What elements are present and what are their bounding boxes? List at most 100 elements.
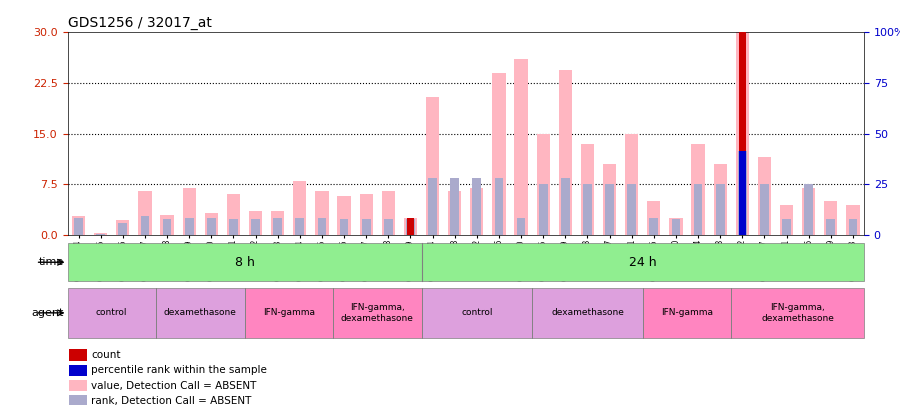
Bar — [647, 201, 661, 235]
Bar — [406, 220, 415, 235]
Bar — [650, 218, 658, 235]
Text: control: control — [461, 308, 492, 318]
Text: IFN-gamma: IFN-gamma — [263, 308, 315, 318]
Bar — [249, 211, 262, 235]
Bar — [245, 288, 333, 338]
Bar — [536, 134, 550, 235]
Text: 24 h: 24 h — [629, 256, 657, 269]
Bar — [846, 205, 860, 235]
Text: count: count — [92, 350, 121, 360]
Bar — [140, 216, 149, 235]
Bar — [339, 220, 348, 235]
Text: IFN-gamma,
dexamethasone: IFN-gamma, dexamethasone — [341, 303, 414, 322]
Bar — [492, 73, 506, 235]
Bar — [782, 220, 791, 235]
Bar — [362, 220, 371, 235]
Bar — [448, 191, 462, 235]
Bar — [69, 365, 86, 376]
Bar — [583, 184, 592, 235]
Text: time: time — [39, 257, 64, 267]
Bar — [470, 188, 483, 235]
Text: GDS1256 / 32017_at: GDS1256 / 32017_at — [68, 16, 211, 30]
Bar — [643, 288, 731, 338]
Bar — [517, 218, 526, 235]
Text: control: control — [96, 308, 128, 318]
Text: rank, Detection Call = ABSENT: rank, Detection Call = ABSENT — [92, 396, 252, 405]
Bar — [428, 177, 436, 235]
Bar — [227, 194, 240, 235]
Bar — [139, 191, 151, 235]
Text: percentile rank within the sample: percentile rank within the sample — [92, 365, 267, 375]
Bar — [318, 218, 327, 235]
Bar — [849, 220, 858, 235]
Bar — [694, 184, 702, 235]
Bar — [74, 218, 83, 235]
Text: dexamethasone: dexamethasone — [164, 308, 237, 318]
Bar — [119, 223, 127, 235]
Bar — [539, 184, 547, 235]
Bar — [625, 134, 638, 235]
Bar — [802, 188, 815, 235]
Bar — [627, 184, 636, 235]
Bar — [116, 220, 130, 235]
Bar — [338, 196, 351, 235]
Bar — [731, 288, 864, 338]
Bar — [580, 144, 594, 235]
Bar — [68, 243, 421, 281]
Bar — [69, 395, 86, 405]
Bar — [274, 218, 282, 235]
Bar — [183, 188, 196, 235]
Bar — [561, 177, 570, 235]
Bar — [603, 164, 616, 235]
Bar — [760, 184, 769, 235]
Bar — [739, 32, 745, 235]
Bar — [315, 191, 328, 235]
Bar — [758, 157, 771, 235]
Bar — [271, 211, 284, 235]
Bar — [421, 243, 864, 281]
Bar — [96, 234, 105, 235]
Bar — [426, 96, 439, 235]
Bar — [204, 213, 218, 235]
Text: value, Detection Call = ABSENT: value, Detection Call = ABSENT — [92, 381, 256, 391]
Bar — [515, 60, 527, 235]
Bar — [824, 201, 838, 235]
Bar — [184, 218, 194, 235]
Bar — [739, 151, 745, 235]
Bar — [671, 220, 680, 235]
Bar — [293, 181, 306, 235]
Bar — [407, 218, 414, 235]
Bar — [382, 191, 395, 235]
Bar — [605, 184, 614, 235]
Bar — [532, 288, 643, 338]
Bar — [163, 220, 171, 235]
Bar — [72, 216, 86, 235]
Bar — [805, 184, 813, 235]
Bar — [670, 218, 682, 235]
Text: 8 h: 8 h — [235, 256, 255, 269]
Text: IFN-gamma,
dexamethasone: IFN-gamma, dexamethasone — [761, 303, 834, 322]
Bar — [295, 218, 304, 235]
Bar — [160, 215, 174, 235]
Bar — [207, 218, 216, 235]
Text: agent: agent — [32, 308, 64, 318]
Bar — [421, 288, 532, 338]
Bar — [716, 184, 724, 235]
Bar — [691, 144, 705, 235]
Bar — [333, 288, 421, 338]
Bar — [472, 177, 482, 235]
Bar — [230, 220, 238, 235]
Bar — [69, 380, 86, 391]
Bar — [156, 288, 245, 338]
Text: IFN-gamma: IFN-gamma — [661, 308, 713, 318]
Bar — [738, 151, 747, 235]
Bar — [384, 220, 392, 235]
Bar — [404, 218, 417, 235]
Bar — [826, 220, 835, 235]
Bar — [94, 233, 107, 235]
Bar — [251, 220, 260, 235]
Bar — [69, 350, 86, 361]
Text: dexamethasone: dexamethasone — [551, 308, 624, 318]
Bar — [68, 288, 156, 338]
Bar — [495, 177, 503, 235]
